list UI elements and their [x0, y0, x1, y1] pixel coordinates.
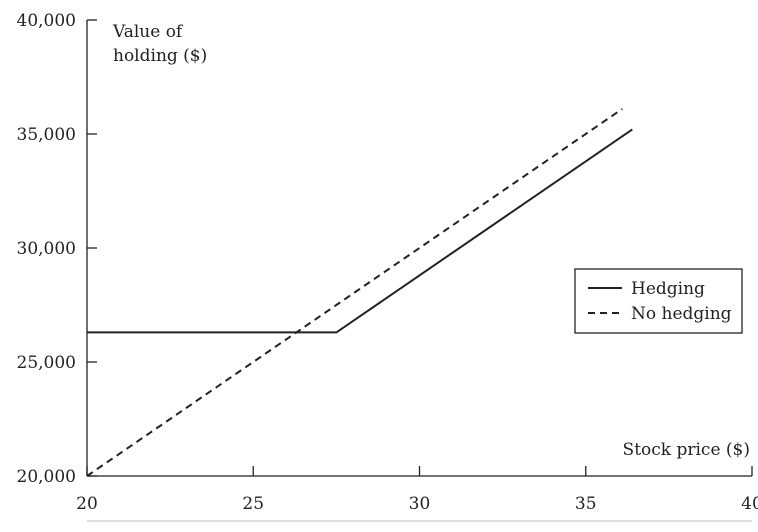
legend-box	[574, 268, 743, 334]
x-ticks: 20 25 30 35 40	[76, 466, 758, 514]
x-axis-label: Stock price ($)	[623, 440, 750, 460]
y-tick-label: 30,000	[17, 239, 76, 259]
x-tick-label: 35	[575, 494, 597, 514]
y-axis-label-line-2: holding ($)	[113, 46, 207, 66]
x-tick-label: 30	[409, 494, 431, 514]
y-axis-label-line-1: Value of	[112, 22, 184, 42]
x-tick-label: 20	[76, 494, 98, 514]
legend-label-no-hedging: No hedging	[631, 304, 732, 324]
y-tick-label: 20,000	[17, 467, 76, 487]
x-tick-label: 25	[242, 494, 264, 514]
legend-label-hedging: Hedging	[631, 279, 705, 299]
y-tick-label: 25,000	[17, 353, 76, 373]
legend: Hedging No hedging	[574, 268, 743, 334]
y-ticks: 20,000 25,000 30,000 35,000 40,000	[17, 11, 97, 487]
y-tick-label: 35,000	[17, 125, 76, 145]
series-line-hedging	[87, 128, 633, 334]
series-layer	[86, 108, 633, 477]
series-line-no-hedging	[86, 108, 623, 477]
y-tick-label: 40,000	[17, 11, 76, 31]
x-tick-label: 40	[741, 494, 758, 514]
